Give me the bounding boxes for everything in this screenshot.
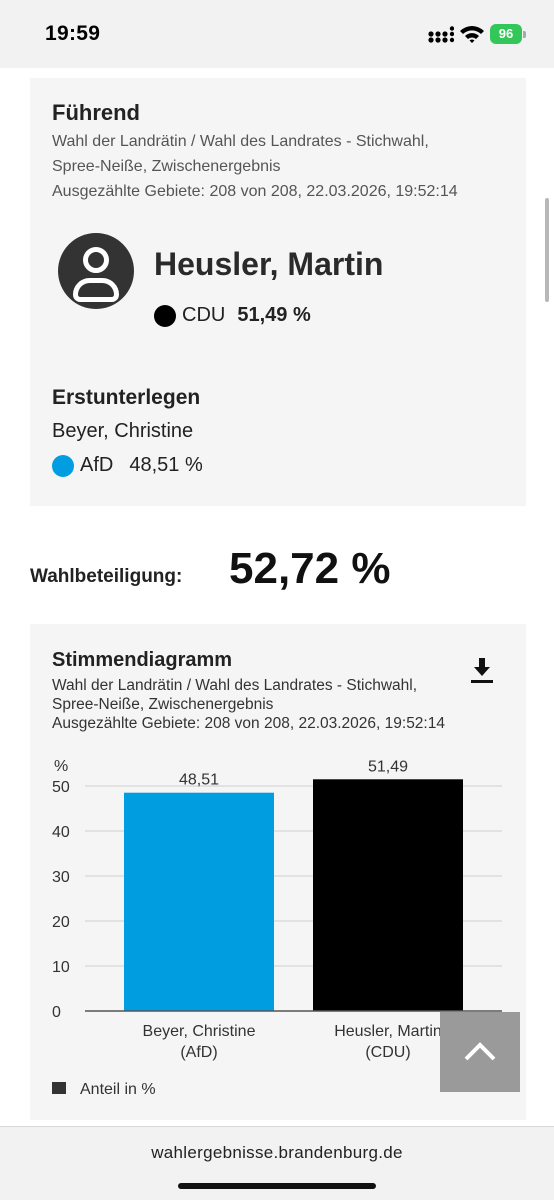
home-indicator xyxy=(178,1183,376,1189)
y-tick-label: 10 xyxy=(52,959,70,976)
avatar-icon xyxy=(58,233,134,309)
wifi-icon xyxy=(460,26,484,43)
status-time: 19:59 xyxy=(45,22,101,45)
y-tick-label: 40 xyxy=(52,824,70,841)
leading-area: Spree-Neiße, Zwischenergebnis xyxy=(52,158,281,175)
x-category-label: Heusler, Martin xyxy=(334,1023,442,1040)
y-tick-label: 20 xyxy=(52,914,70,931)
bar-chart: 0 10 20 30 40 50% 48,51 Beyer, Christine (AfD) 51… xyxy=(52,758,502,1098)
y-tick-label: 30 xyxy=(52,869,70,886)
scrollbar[interactable] xyxy=(545,198,549,302)
x-category-label: Beyer, Christine xyxy=(143,1023,256,1040)
bar-value-label: 48,51 xyxy=(179,772,219,789)
runner-up-heading: Erstunterlegen xyxy=(52,386,201,409)
battery-icon: 96 xyxy=(490,24,526,46)
runner-up-name: Beyer, Christine xyxy=(52,420,194,442)
chevron-up-icon xyxy=(464,1042,496,1061)
winner-name: Heusler, Martin xyxy=(154,246,384,282)
runner-up-party: AfD xyxy=(80,454,114,477)
bar xyxy=(124,792,274,1011)
y-axis-unit-label: % xyxy=(54,758,68,775)
turnout-value: 52,72 % xyxy=(229,544,391,593)
chart-area: Spree-Neiße, Zwischenergebnis xyxy=(52,696,274,713)
bar-value-label: 51,49 xyxy=(368,758,408,775)
x-category-label: (AfD) xyxy=(180,1044,217,1061)
turnout-label: Wahlbeteiligung: xyxy=(30,566,183,587)
y-tick-label: 0 xyxy=(52,1004,61,1021)
browser-address-bar[interactable]: wahlergebnisse.brandenburg.de xyxy=(0,1126,554,1200)
leading-election: Wahl der Landrätin / Wahl des Landrates … xyxy=(52,133,429,150)
url-text[interactable]: wahlergebnisse.brandenburg.de xyxy=(151,1143,403,1162)
winner-party-row: CDU 51,49 % xyxy=(154,304,311,327)
legend-label: Anteil in % xyxy=(80,1081,156,1098)
status-bar: 19:59 96 xyxy=(0,0,554,68)
afd-party-dot-icon xyxy=(52,454,74,477)
bar xyxy=(313,779,463,1011)
scroll-to-top-button[interactable] xyxy=(440,1012,520,1092)
runner-up-percent: 48,51 % xyxy=(129,454,203,477)
legend-swatch xyxy=(52,1082,66,1094)
runner-up-party-row: AfD 48,51 % xyxy=(52,454,203,477)
cellular-signal-icon xyxy=(428,26,454,43)
winner-party: CDU xyxy=(182,304,226,327)
chart-election: Wahl der Landrätin / Wahl des Landrates … xyxy=(52,677,418,694)
cdu-party-dot-icon xyxy=(154,304,176,327)
battery-level: 96 xyxy=(490,24,522,44)
leading-counted: Ausgezählte Gebiete: 208 von 208, 22.03.… xyxy=(52,183,458,200)
chart-counted: Ausgezählte Gebiete: 208 von 208, 22.03.… xyxy=(52,715,445,732)
x-category-label: (CDU) xyxy=(365,1044,410,1061)
vote-chart-card: Stimmendiagramm Wahl der Landrätin / Wah… xyxy=(30,624,526,1120)
leading-heading: Führend xyxy=(52,100,140,125)
chart-heading: Stimmendiagramm xyxy=(52,649,233,671)
winner-percent: 51,49 % xyxy=(237,304,311,327)
y-tick-label: 50 xyxy=(52,779,70,796)
leading-card: Führend Wahl der Landrätin / Wahl des La… xyxy=(30,78,526,506)
download-icon[interactable] xyxy=(470,656,494,684)
